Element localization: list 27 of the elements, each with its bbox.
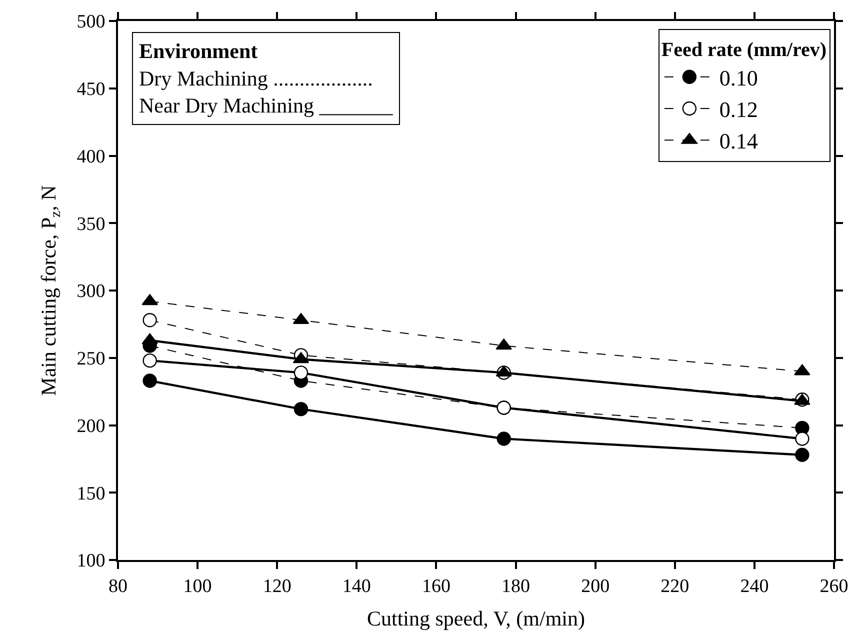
- x-tick-label: 180: [502, 576, 530, 597]
- x-tick-label: 200: [581, 576, 610, 597]
- x-tick-label: 240: [740, 576, 769, 597]
- x-tick-label: 80: [108, 576, 128, 597]
- y-tick-label: 500: [76, 12, 106, 33]
- y-tick-label: 300: [76, 281, 106, 302]
- y-tick-label: 250: [76, 348, 106, 370]
- legend-title: Feed rate (mm/rev): [661, 39, 827, 62]
- x-tick-label: 260: [820, 576, 848, 597]
- x-axis-title: Cutting speed, V, (m/min): [367, 606, 585, 630]
- y-tick-label: 150: [76, 483, 106, 504]
- legend-label: 0.12: [719, 97, 758, 122]
- annotation: Near Dry Machining _______: [139, 94, 394, 118]
- annotation: Environment: [139, 39, 258, 63]
- y-tick-label: 450: [76, 79, 106, 100]
- x-tick-label: 100: [183, 576, 212, 597]
- x-tick-label: 160: [422, 576, 450, 597]
- x-tick-label: 120: [262, 576, 292, 597]
- y-tick-label: 100: [76, 550, 106, 572]
- y-tick-label: 350: [76, 214, 106, 235]
- y-tick-label: 200: [76, 416, 106, 437]
- x-tick-label: 140: [342, 576, 371, 597]
- legend-label: 0.14: [719, 128, 758, 154]
- y-tick-label: 400: [76, 146, 106, 168]
- x-tick-label: 220: [660, 576, 690, 597]
- annotation: Dry Machining ...................: [139, 66, 373, 90]
- legend-label: 0.10: [719, 65, 758, 90]
